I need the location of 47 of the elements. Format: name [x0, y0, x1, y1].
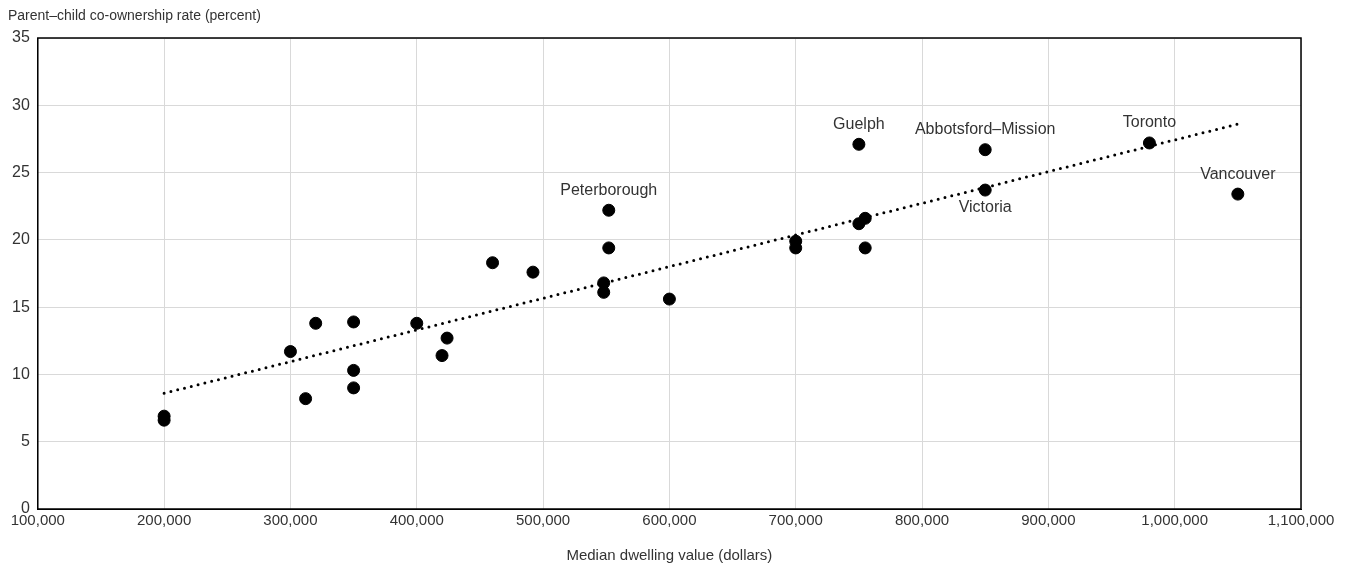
x-tick-label: 300,000	[263, 511, 318, 529]
point	[486, 256, 500, 270]
y-tick-label: 5	[20, 432, 30, 450]
annotation: Vancouver	[1200, 164, 1277, 182]
annotation: Victoria	[958, 198, 1012, 216]
annotation: Peterborough	[560, 180, 658, 198]
point	[410, 316, 424, 330]
point	[852, 137, 866, 151]
y-tick-label: 15	[12, 297, 30, 315]
x-tick-label: 700,000	[768, 511, 823, 529]
point	[347, 381, 361, 395]
point	[526, 265, 540, 279]
annotation: Abbotsford–Mission	[914, 120, 1056, 138]
point	[440, 331, 454, 345]
point	[978, 183, 992, 197]
point	[858, 211, 872, 225]
annotation: Toronto	[1122, 113, 1177, 131]
point	[597, 285, 611, 299]
point	[978, 143, 992, 157]
annotation: Guelph	[833, 114, 885, 132]
y-tick-label: 20	[12, 230, 30, 248]
y-tick-label: 30	[12, 95, 30, 113]
point	[283, 345, 297, 359]
point	[602, 203, 616, 217]
point	[347, 315, 361, 329]
point	[435, 349, 449, 363]
point	[299, 392, 313, 406]
x-tick-label: 500,000	[515, 511, 571, 529]
point	[1142, 136, 1156, 150]
x-tick-label: 800,000	[894, 511, 950, 529]
x-tick-label: 400,000	[389, 511, 444, 529]
point	[309, 316, 323, 330]
point	[858, 241, 872, 255]
y-tick-label: 35	[12, 28, 30, 46]
y-tick-label: 10	[12, 364, 30, 382]
point	[662, 292, 676, 306]
x-tick-label: 900,000	[1021, 511, 1076, 529]
x-tick-label: 600,000	[642, 511, 697, 529]
point	[602, 241, 616, 255]
point	[347, 363, 361, 377]
x-tick-label: 1,100,000	[1267, 511, 1335, 529]
x-axis-title: Median dwelling value (dollars)	[566, 546, 773, 564]
x-tick-label: 1,000,000	[1141, 511, 1209, 529]
x-tick-label: 200,000	[137, 511, 192, 529]
point	[1231, 187, 1245, 201]
y-axis-title: Parent–child co-ownership rate (percent)	[8, 6, 261, 23]
y-tick-label: 25	[12, 162, 30, 180]
